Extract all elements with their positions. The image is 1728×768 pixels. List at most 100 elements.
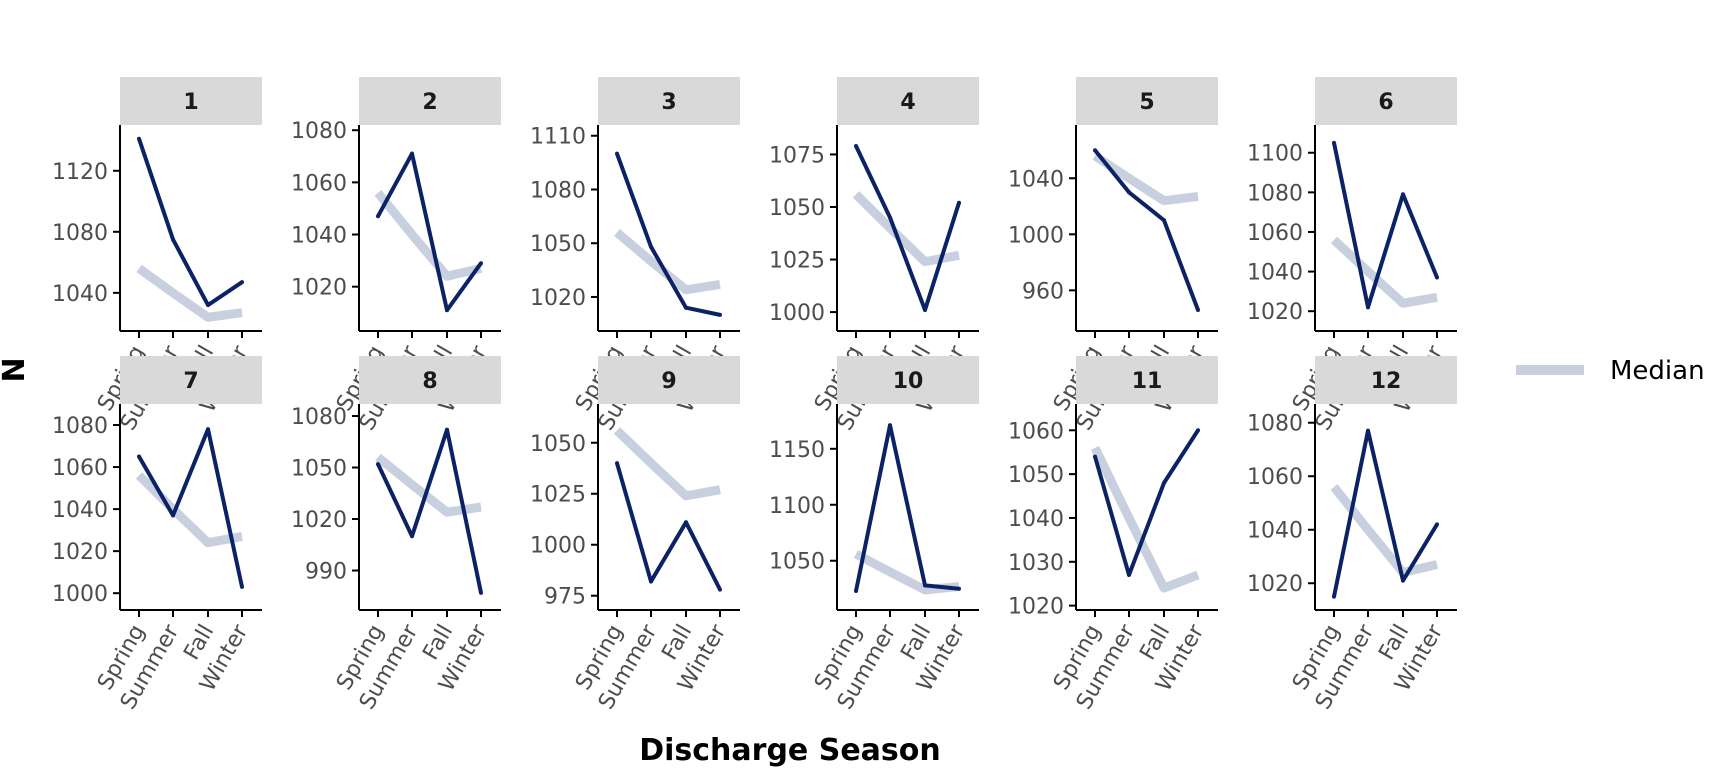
facet-panels: 1104010801120SpringSummerFallWinter21020… (52, 77, 1457, 714)
y-tick-label: 1050 (1008, 463, 1064, 488)
y-tick-label: 1040 (291, 224, 347, 249)
facet-strip-label: 8 (422, 369, 437, 394)
data-point (615, 151, 619, 156)
y-tick-label: 1060 (1008, 419, 1064, 444)
data-point (957, 586, 961, 591)
series-line (137, 427, 244, 588)
facet-strip-label: 9 (661, 369, 676, 394)
median-line (1330, 236, 1438, 308)
y-tick-label: 1150 (769, 438, 825, 463)
facet-strip-label: 10 (893, 369, 924, 394)
data-point (615, 461, 619, 466)
facet-strip-label: 1 (183, 90, 198, 115)
data-point (684, 305, 688, 310)
y-tick-label: 1080 (291, 405, 347, 430)
y-tick-label: 960 (1022, 279, 1064, 304)
facet-strip-label: 2 (422, 90, 437, 115)
facet-strip (837, 77, 979, 125)
series-line (1093, 148, 1200, 311)
facet-strip (120, 77, 262, 125)
legend: Median (1516, 356, 1705, 386)
facet-strip (1076, 77, 1218, 125)
data-point (410, 534, 414, 539)
y-tick-label: 1040 (1247, 519, 1303, 544)
facet-strip-label: 12 (1371, 369, 1402, 394)
y-tick-label: 990 (305, 560, 347, 585)
data-point (479, 261, 483, 266)
series-line (1093, 429, 1200, 577)
series-line (1332, 142, 1439, 310)
data-point (1127, 572, 1131, 577)
data-point (137, 136, 141, 141)
y-tick-label: 1000 (1008, 223, 1064, 248)
data-point (1162, 480, 1166, 485)
facet-strip-label: 3 (661, 90, 676, 115)
y-tick-label: 1080 (1247, 181, 1303, 206)
panel-11: 1110201030104010501060SpringSummerFallWi… (1008, 356, 1218, 714)
data-point (1401, 578, 1405, 583)
y-tick-label: 1080 (291, 119, 347, 144)
data-point (376, 214, 380, 219)
data-point (1127, 190, 1131, 195)
y-tick-label: 1020 (1008, 595, 1064, 620)
y-tick-label: 1020 (530, 286, 586, 311)
y-tick-label: 1050 (530, 232, 586, 257)
data-point (1366, 428, 1370, 433)
y-tick-label: 1040 (52, 498, 108, 523)
y-tick-label: 1060 (1247, 221, 1303, 246)
y-tick-label: 1050 (769, 196, 825, 221)
data-point (649, 244, 653, 249)
data-point (1401, 192, 1405, 197)
data-point (923, 307, 927, 312)
data-point (1093, 454, 1097, 459)
legend-label-median: Median (1610, 356, 1705, 386)
data-point (1196, 307, 1200, 312)
y-tick-label: 1040 (1247, 261, 1303, 286)
data-point (718, 587, 722, 592)
y-tick-label: 1080 (52, 221, 108, 246)
median-line (374, 189, 483, 281)
series-line (137, 138, 244, 308)
median-line (1090, 445, 1200, 593)
data-point (718, 312, 722, 317)
data-point (171, 237, 175, 242)
y-tick-label: 1110 (530, 125, 586, 150)
data-point (1435, 275, 1439, 280)
facet-strip-label: 11 (1132, 369, 1163, 394)
facet-strip (837, 356, 979, 404)
data-point (1093, 148, 1097, 153)
series-line (376, 151, 483, 313)
facet-strip (359, 356, 501, 404)
y-tick-label: 1050 (769, 550, 825, 575)
data-point (854, 144, 858, 149)
facet-strip (598, 77, 740, 125)
series-line (1332, 428, 1439, 598)
data-point (206, 427, 210, 432)
y-tick-label: 1050 (530, 432, 586, 457)
y-tick-label: 1020 (291, 276, 347, 301)
x-axis-title: Discharge Season (639, 733, 941, 768)
data-point (854, 588, 858, 593)
y-tick-label: 1030 (1008, 551, 1064, 576)
data-point (1435, 522, 1439, 527)
y-tick-label: 1120 (52, 160, 108, 185)
y-tick-label: 1060 (1247, 465, 1303, 490)
facet-strip (1076, 356, 1218, 404)
facet-strip (1315, 77, 1457, 125)
y-tick-label: 975 (544, 585, 586, 610)
data-point (888, 423, 892, 428)
median-line (853, 550, 960, 595)
y-tick-label: 1000 (769, 301, 825, 326)
series-line (376, 427, 483, 594)
data-point (649, 579, 653, 584)
y-tick-label: 1060 (52, 456, 108, 481)
data-point (240, 280, 244, 285)
data-point (206, 303, 210, 308)
facet-strip-label: 6 (1378, 90, 1393, 115)
y-tick-label: 1080 (1247, 412, 1303, 437)
